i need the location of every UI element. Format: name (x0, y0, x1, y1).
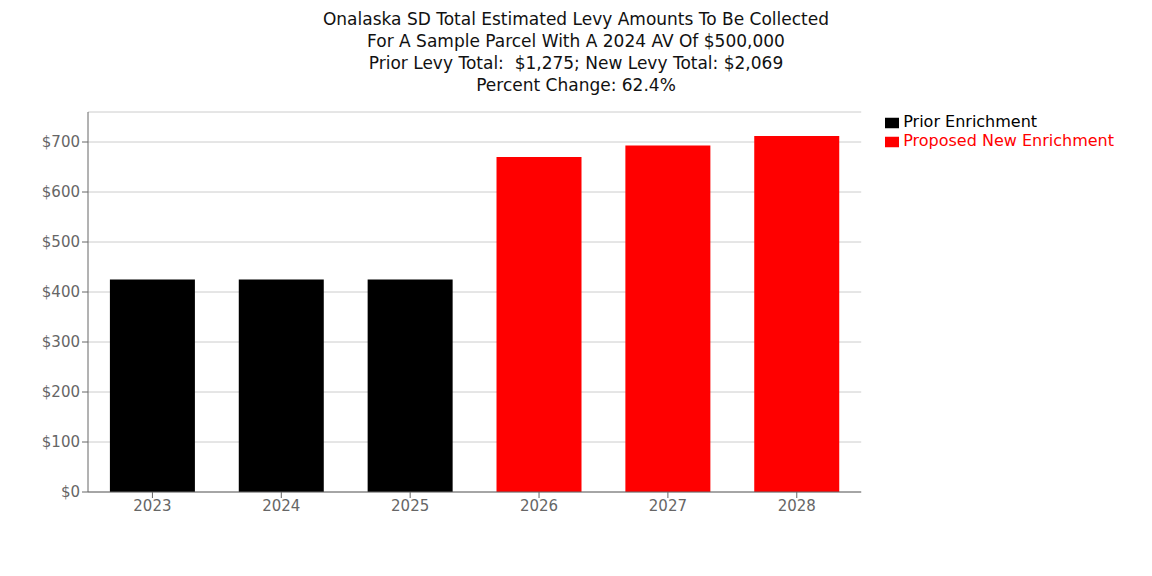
svg-text:2028: 2028 (778, 497, 816, 515)
svg-text:$0: $0 (61, 483, 80, 501)
svg-text:$700: $700 (42, 133, 80, 151)
svg-text:$500: $500 (42, 233, 80, 251)
svg-text:$200: $200 (42, 383, 80, 401)
svg-text:$600: $600 (42, 183, 80, 201)
svg-text:$400: $400 (42, 283, 80, 301)
html-text:Prior Enrichment: Prior Enrichment (903, 112, 1038, 131)
svg-text:$300: $300 (42, 333, 80, 351)
html-text:Prior Levy Total: $1,275; New: Prior Levy Total: $1,275; New Levy Total… (368, 53, 784, 73)
html-text:Onalaska SD Total Estimated Le: Onalaska SD Total Estimated Levy Amounts… (322, 9, 829, 29)
svg-text:2024: 2024 (262, 497, 300, 515)
svg-text:$100: $100 (42, 433, 80, 451)
svg-text:2025: 2025 (391, 497, 429, 515)
svg-text:2027: 2027 (649, 497, 687, 515)
html-text:For A Sample Parcel With A 202: For A Sample Parcel With A 2024 AV Of $5… (367, 31, 785, 51)
svg-text:2026: 2026 (520, 497, 558, 515)
html-text:Percent Change: 62.4%: Percent Change: 62.4% (476, 75, 676, 95)
svg-text:2023: 2023 (133, 497, 171, 515)
html-text:Proposed New Enrichment: Proposed New Enrichment (903, 131, 1114, 150)
